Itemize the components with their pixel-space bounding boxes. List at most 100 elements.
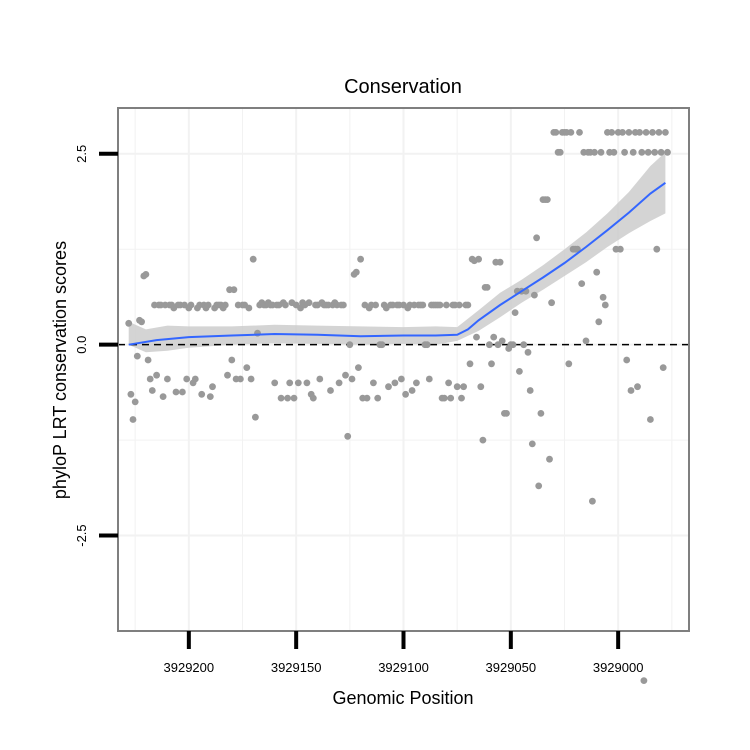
data-point <box>290 394 298 402</box>
data-point <box>535 482 543 490</box>
data-point <box>591 148 598 156</box>
data-point <box>662 129 669 136</box>
data-point <box>548 299 555 307</box>
data-point <box>131 398 139 406</box>
data-point <box>460 383 467 391</box>
data-point <box>385 383 392 391</box>
data-point <box>629 148 637 156</box>
data-point <box>597 148 605 156</box>
data-point <box>221 301 229 309</box>
data-point <box>374 394 382 402</box>
data-point <box>483 284 491 291</box>
data-point <box>408 387 416 394</box>
data-point <box>589 497 596 505</box>
data-point <box>138 318 146 326</box>
x-tick-label: 3929150 <box>271 660 322 675</box>
data-point <box>346 341 354 349</box>
data-point <box>327 387 334 394</box>
data-point <box>578 280 586 287</box>
data-point <box>249 255 257 263</box>
y-axis: 2.5 0.0 -2.5 <box>74 145 118 547</box>
data-point <box>363 394 371 402</box>
data-point <box>187 301 195 309</box>
data-point <box>664 148 671 156</box>
data-point <box>230 286 238 294</box>
smooth-trend-line <box>128 181 666 346</box>
data-point <box>466 360 474 368</box>
x-axis: 3929200 3929150 3929100 3929050 3929000 <box>164 631 643 675</box>
y-tick-label: 2.5 <box>74 145 89 163</box>
data-point <box>344 432 352 440</box>
data-point <box>198 390 206 398</box>
data-point <box>528 440 536 448</box>
data-point <box>453 383 461 391</box>
data-point <box>224 371 231 379</box>
data-point <box>621 148 628 156</box>
data-point <box>402 390 409 398</box>
data-point <box>445 379 452 387</box>
data-point <box>419 301 427 309</box>
y-tick-label: 0.0 <box>74 336 89 354</box>
data-point <box>601 301 609 309</box>
data-point <box>509 341 517 349</box>
y-axis-label: phyloP LRT conservation scores <box>50 241 70 499</box>
data-point <box>357 255 364 263</box>
data-points <box>125 129 671 684</box>
data-point <box>284 394 291 402</box>
data-point <box>543 196 551 204</box>
x-tick-label: 3929050 <box>486 660 537 675</box>
data-point <box>599 293 607 301</box>
grid-lines <box>118 108 689 631</box>
data-point <box>159 393 167 400</box>
data-point <box>616 245 624 253</box>
data-point <box>179 388 186 396</box>
data-point <box>370 379 377 387</box>
data-point <box>455 301 463 309</box>
x-tick-label: 3929200 <box>164 660 215 675</box>
data-point <box>286 379 294 387</box>
data-point <box>657 148 665 156</box>
data-point <box>520 341 528 349</box>
data-point <box>659 364 667 371</box>
data-point <box>458 394 465 402</box>
data-point <box>340 301 347 309</box>
data-point <box>447 394 455 402</box>
data-point <box>309 394 317 402</box>
data-point <box>638 148 646 156</box>
data-point <box>546 455 553 463</box>
confidence-band <box>128 152 666 353</box>
data-point <box>191 375 199 383</box>
data-point <box>352 268 360 276</box>
data-point <box>477 383 485 391</box>
data-point <box>378 341 386 349</box>
data-point <box>277 394 285 402</box>
data-point <box>355 364 362 371</box>
data-point <box>142 271 150 278</box>
data-point <box>655 129 663 136</box>
data-point <box>490 333 498 341</box>
data-point <box>372 301 379 309</box>
data-point <box>651 148 659 156</box>
data-point <box>533 234 540 242</box>
data-point <box>133 352 141 360</box>
data-point <box>228 356 236 364</box>
data-point <box>348 375 356 383</box>
data-point <box>511 309 519 316</box>
data-point <box>209 383 216 391</box>
data-point <box>619 129 626 136</box>
data-point <box>479 436 487 444</box>
data-point <box>206 393 214 400</box>
data-point <box>303 379 311 387</box>
data-point <box>608 129 616 136</box>
data-point <box>582 337 590 345</box>
data-point <box>636 129 643 136</box>
data-point <box>204 301 212 309</box>
data-point <box>413 379 420 387</box>
data-point <box>556 148 564 156</box>
data-point <box>649 129 656 136</box>
data-point <box>443 301 450 309</box>
data-point <box>271 379 279 387</box>
data-point <box>398 375 405 383</box>
data-point <box>623 356 631 364</box>
y-tick-label: -2.5 <box>74 524 89 546</box>
